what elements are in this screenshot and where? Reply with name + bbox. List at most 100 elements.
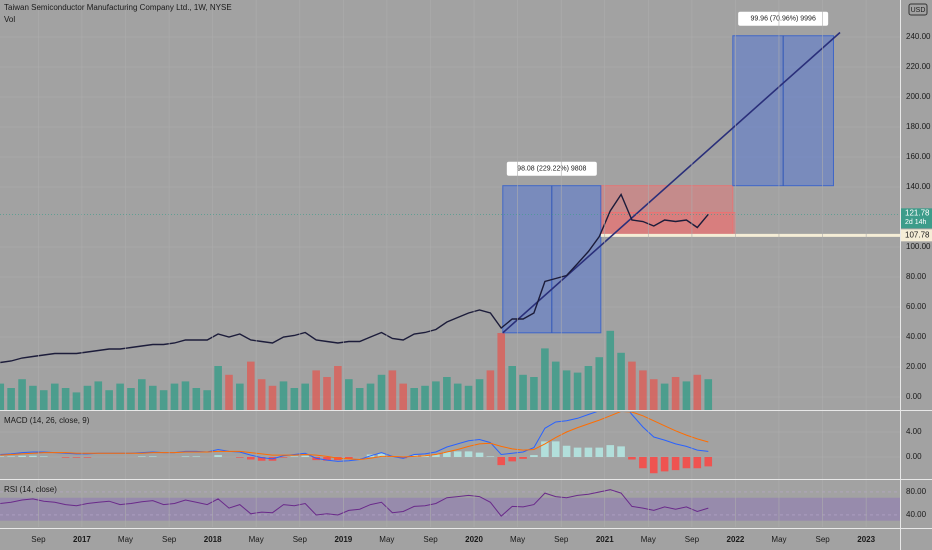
macd-histogram-bar bbox=[497, 457, 506, 466]
volume-bar bbox=[170, 383, 179, 410]
volume-bar bbox=[203, 390, 211, 410]
macd-histogram-bar bbox=[345, 457, 353, 459]
macd-histogram-bar bbox=[18, 455, 26, 457]
volume-bar bbox=[61, 388, 70, 410]
x-tick-label: Sep bbox=[685, 535, 700, 544]
volume-bar bbox=[116, 383, 124, 410]
currency: USD bbox=[911, 7, 926, 14]
volume-bar bbox=[345, 379, 353, 410]
rsi-band bbox=[0, 497, 900, 521]
x-tick-label: 2023 bbox=[857, 535, 875, 544]
macd-pane bbox=[0, 412, 900, 474]
volume-bar bbox=[595, 357, 604, 410]
y-tick-label: 220.00 bbox=[906, 62, 931, 71]
volume-bar bbox=[377, 374, 386, 410]
macd-histogram-bar bbox=[257, 457, 266, 461]
level-label: 107.78 bbox=[905, 230, 930, 239]
x-tick-label: May bbox=[249, 535, 264, 544]
volume-bar bbox=[18, 379, 26, 410]
x-tick-label: 2019 bbox=[334, 535, 352, 544]
y-tick-label: 180.00 bbox=[906, 122, 931, 131]
rsi-tick-label: 80.00 bbox=[906, 487, 927, 496]
y-tick-label: 60.00 bbox=[906, 302, 927, 311]
y-tick-label: 240.00 bbox=[906, 32, 931, 41]
x-tick-label: 2020 bbox=[465, 535, 483, 544]
y-tick-label: 20.00 bbox=[906, 362, 927, 371]
volume-bar bbox=[562, 370, 571, 410]
main-pane: 98.08 (229.22%) 9808 99.96 (70.96%) 9996 bbox=[0, 11, 900, 410]
volume-bar bbox=[355, 388, 364, 410]
macd-histogram-bar bbox=[181, 456, 190, 457]
volume-bar bbox=[279, 381, 288, 410]
volume-bar bbox=[301, 383, 309, 410]
volume-bar bbox=[421, 385, 429, 410]
price-line bbox=[0, 193, 709, 364]
y-tick-label: 160.00 bbox=[906, 152, 931, 161]
volume-bar bbox=[508, 366, 517, 410]
measure-label: 98.08 (229.22%) 9808 bbox=[517, 166, 586, 173]
x-tick-label: Sep bbox=[816, 535, 831, 544]
volume-bar bbox=[72, 392, 81, 410]
macd-histogram-bar bbox=[399, 457, 408, 459]
volume-bar bbox=[486, 370, 495, 410]
macd-histogram-bar bbox=[138, 456, 146, 457]
volume-bar bbox=[225, 374, 233, 410]
macd-tick-label: 4.00 bbox=[906, 427, 922, 436]
x-tick-label: May bbox=[118, 535, 133, 544]
macd-histogram-bar bbox=[377, 453, 386, 457]
volume-bar bbox=[682, 381, 691, 410]
macd-histogram-bar bbox=[290, 456, 299, 457]
trend-line bbox=[502, 31, 841, 334]
volume-bar bbox=[617, 352, 625, 410]
x-tick-label: Sep bbox=[554, 535, 569, 544]
macd-histogram-bar bbox=[584, 447, 593, 457]
macd-histogram-bar bbox=[301, 455, 309, 457]
volume-bar bbox=[628, 361, 636, 410]
volume-bar bbox=[159, 390, 168, 410]
volume-bar bbox=[541, 348, 549, 410]
macd-histogram-bar bbox=[443, 452, 451, 457]
volume-bar bbox=[29, 385, 37, 410]
volume-bar bbox=[7, 388, 15, 410]
x-tick-label: 2022 bbox=[727, 535, 745, 544]
measure-label-box bbox=[506, 161, 597, 176]
macd-histogram-bar bbox=[660, 457, 669, 472]
x-tick-label: Sep bbox=[31, 535, 46, 544]
macd-histogram-bar bbox=[671, 457, 680, 471]
rsi-title: RSI (14, close) bbox=[4, 485, 57, 494]
x-tick-label: May bbox=[510, 535, 525, 544]
volume-bar bbox=[105, 390, 113, 410]
chart-title: Taiwan Semiconductor Manufacturing Compa… bbox=[4, 3, 232, 12]
macd-tick-label: 0.00 bbox=[906, 452, 922, 461]
volume-bar bbox=[192, 388, 201, 410]
macd-histogram-bar bbox=[639, 457, 647, 469]
volume-bar bbox=[148, 385, 157, 410]
macd-histogram-bar bbox=[247, 457, 255, 460]
macd-histogram-bar bbox=[530, 455, 538, 457]
x-tick-label: Sep bbox=[293, 535, 308, 544]
macd-histogram-bar bbox=[486, 456, 495, 457]
x-tick-label: 2021 bbox=[596, 535, 614, 544]
macd-histogram-bar bbox=[693, 457, 702, 469]
volume-bar bbox=[639, 370, 647, 410]
volume-bar bbox=[0, 383, 5, 410]
volume-bar bbox=[530, 377, 538, 410]
volume-bar bbox=[443, 377, 451, 410]
volume-bar bbox=[39, 390, 48, 410]
volume-bar bbox=[214, 366, 222, 410]
macd-histogram-bar bbox=[72, 457, 81, 458]
macd-histogram-bar bbox=[617, 446, 625, 457]
volume-bar bbox=[606, 330, 615, 410]
volume-bar bbox=[410, 388, 418, 410]
volume-bar bbox=[584, 366, 593, 410]
volume-bar bbox=[268, 385, 277, 410]
currency-box bbox=[908, 3, 928, 16]
volume-bar bbox=[388, 370, 397, 410]
volume-bar bbox=[290, 388, 299, 410]
macd-histogram-bar bbox=[236, 457, 244, 458]
last-price-label: 121.78 bbox=[905, 208, 930, 217]
volume-bar bbox=[366, 383, 375, 410]
countdown-label: 2d 14h bbox=[905, 219, 927, 226]
macd-histogram-bar bbox=[464, 451, 473, 457]
